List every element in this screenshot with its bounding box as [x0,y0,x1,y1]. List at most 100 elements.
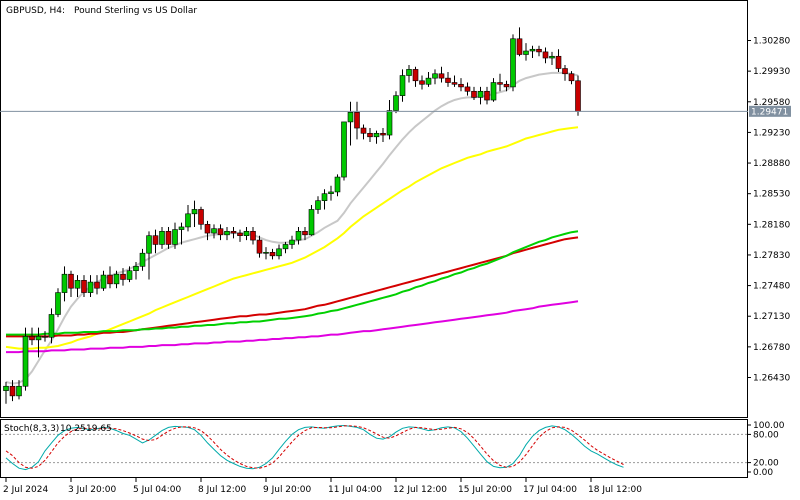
price-tick-label: 1.28530 [753,190,790,200]
bull-candle-body [347,111,354,123]
bear-candle-body [562,68,568,75]
candle [48,308,55,344]
bull-candle-body [211,228,217,234]
bear-candle-body [354,111,360,129]
candle [191,200,198,227]
candle [575,75,581,116]
bull-candle-body [224,231,230,236]
candle [393,91,399,114]
candle [263,247,269,260]
candle [510,34,516,92]
candle [289,235,295,249]
bear-candle-body [165,231,172,245]
candles [3,27,581,404]
current-price-label: 1.29471 [751,107,788,117]
candle [490,78,497,102]
candle [562,65,568,81]
bear-candle-body [360,127,367,134]
candle [484,86,490,105]
stoch-tick-label: 100.00 [753,421,785,431]
candle [282,241,289,254]
candle [276,244,282,260]
bear-candle-body [230,231,237,234]
stoch-tick-label: 20.00 [753,459,779,469]
stoch-main-value: 10.25 [60,424,86,434]
bear-candle-body [120,273,126,280]
candle [42,331,48,342]
bear-candle-body [367,132,373,138]
bear-candle-body [412,69,419,82]
bull-candle-body [477,90,484,98]
time-tick-label: 11 Jul 04:00 [328,485,382,495]
bull-candle-body [308,209,315,236]
candle [172,222,178,249]
moving-average-magenta [6,300,579,354]
candle [152,229,159,254]
bear-candle-body [250,231,256,241]
candle [269,248,276,260]
bear-candle-body [42,336,48,338]
bull-candle-body [159,231,165,245]
bull-candle-body [139,252,146,267]
candle [295,226,302,245]
candle [386,100,393,140]
bull-candle-body [191,209,198,215]
candle [224,226,230,241]
bull-candle-body [263,252,269,254]
bull-candle-body [87,281,94,293]
time-tick-label: 12 Jul 12:00 [393,485,447,495]
candle [328,185,334,201]
candle [256,235,263,258]
bull-candle-body [74,280,81,289]
bull-candle-body [146,235,152,254]
bear-candle-body [68,273,74,289]
bear-candle-body [497,82,503,85]
bear-candle-body [451,82,458,85]
stoch-signal-value: 19.65 [86,424,112,434]
candle [3,381,9,404]
candle [555,49,562,73]
bear-candle-body [542,51,549,59]
bull-candle-body [328,191,334,194]
candle [354,101,360,140]
bull-candle-body [3,385,9,391]
bull-candle-body [48,314,55,338]
bear-candle-body [445,77,451,83]
candle [315,196,321,214]
bull-candle-body [61,273,68,293]
candle [425,72,432,87]
stoch-tick-label: 0.00 [753,468,773,478]
bull-candle-body [35,336,42,341]
bear-candle-body [81,280,87,293]
candle [81,275,87,297]
candle [250,226,256,245]
candle [100,270,107,291]
bull-candle-body [16,385,22,397]
candle [302,226,308,241]
bull-candle-body [334,176,341,193]
candle [516,27,523,57]
candle [497,73,503,92]
price-tick-label: 1.30280 [753,37,790,47]
candle [22,327,29,391]
candle [445,72,451,87]
candle [419,75,425,90]
candle [113,270,120,289]
candle [230,226,237,239]
bear-candle-body [438,73,445,79]
candle [438,66,445,83]
bull-candle-body [22,336,29,387]
candle [542,47,549,64]
time-tick-label: 18 Jul 12:00 [588,485,642,495]
price-tick-label: 1.28180 [753,220,790,230]
bull-candle-body [55,292,61,315]
time-tick-label: 5 Jul 04:00 [133,485,182,495]
candle [146,231,152,280]
candle [107,266,113,289]
price-tick-label: 1.29580 [753,98,790,108]
bull-candle-body [133,266,139,272]
